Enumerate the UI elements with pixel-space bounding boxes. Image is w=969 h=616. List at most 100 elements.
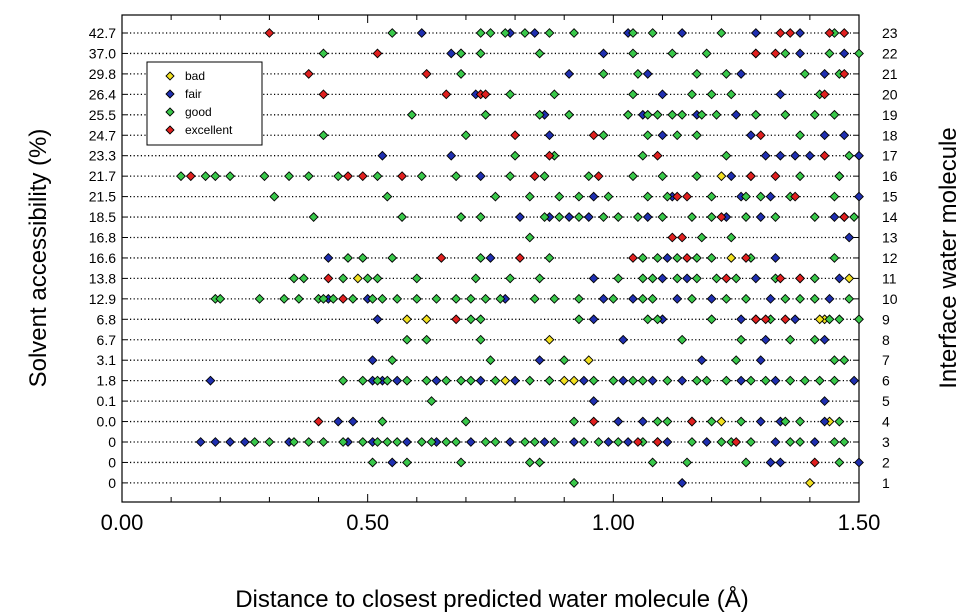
data-point-good bbox=[574, 191, 584, 202]
data-point-good bbox=[485, 28, 496, 38]
data-point-good bbox=[451, 293, 462, 304]
data-point-fair bbox=[755, 212, 766, 222]
data-point-fair bbox=[323, 253, 334, 263]
data-point-good bbox=[608, 375, 619, 386]
data-point-good bbox=[628, 48, 638, 59]
data-point-good bbox=[736, 416, 747, 427]
data-point-good bbox=[338, 273, 349, 284]
data-point-good bbox=[441, 437, 452, 447]
plot-frame bbox=[121, 14, 860, 503]
data-point-excellent bbox=[318, 89, 329, 100]
data-point-good bbox=[465, 314, 476, 325]
left-y-tick-label: 16.8 bbox=[89, 230, 116, 246]
data-point-good bbox=[662, 375, 673, 386]
data-point-good bbox=[834, 416, 845, 427]
data-point-good bbox=[387, 253, 398, 263]
data-point-fair bbox=[839, 48, 850, 59]
data-point-good bbox=[672, 130, 683, 141]
right-y-tick-label: 19 bbox=[882, 107, 898, 123]
right-y-tick-label: 16 bbox=[882, 168, 898, 184]
data-point-good bbox=[613, 273, 624, 284]
right-y-tick-label: 22 bbox=[882, 45, 898, 61]
data-point-excellent bbox=[529, 171, 540, 182]
data-point-bad bbox=[804, 477, 815, 488]
x-tick-label: 0.00 bbox=[101, 510, 144, 535]
data-point-good bbox=[628, 89, 638, 100]
data-point-good bbox=[741, 293, 751, 304]
data-point-good bbox=[480, 293, 491, 304]
data-point-good bbox=[372, 273, 383, 284]
data-point-fair bbox=[809, 437, 820, 447]
data-point-good bbox=[421, 375, 432, 386]
data-point-fair bbox=[736, 68, 747, 79]
data-point-good bbox=[426, 437, 437, 447]
data-point-good bbox=[215, 293, 226, 304]
data-point-fair bbox=[755, 355, 766, 366]
data-point-good bbox=[809, 334, 820, 345]
data-point-good bbox=[303, 437, 314, 447]
right-y-tick-label: 4 bbox=[882, 414, 890, 430]
data-point-fair bbox=[755, 416, 766, 427]
data-point-good bbox=[534, 273, 545, 284]
left-y-tick-label: 25.5 bbox=[89, 107, 116, 123]
data-point-good bbox=[652, 314, 663, 325]
data-point-good bbox=[824, 48, 835, 59]
data-point-excellent bbox=[264, 28, 275, 38]
data-point-good bbox=[701, 375, 712, 386]
data-point-good bbox=[318, 437, 329, 447]
left-y-tick-label: 0 bbox=[108, 454, 116, 470]
data-point-excellent bbox=[809, 457, 820, 468]
data-point-fair bbox=[839, 130, 850, 141]
data-point-excellent bbox=[760, 314, 771, 325]
data-point-fair bbox=[657, 273, 668, 284]
data-point-good bbox=[691, 68, 702, 79]
data-point-good bbox=[524, 457, 535, 468]
data-point-good bbox=[745, 375, 756, 386]
data-point-fair bbox=[515, 212, 525, 222]
data-point-good bbox=[456, 212, 466, 222]
data-point-good bbox=[524, 232, 535, 243]
right-y-axis-label: Interface water molecule bbox=[935, 127, 962, 388]
data-point-excellent bbox=[741, 253, 751, 263]
data-point-good bbox=[711, 273, 722, 284]
legend-marker-fair bbox=[165, 89, 175, 99]
data-point-excellent bbox=[588, 130, 599, 141]
data-point-good bbox=[475, 48, 486, 59]
data-point-good bbox=[721, 68, 732, 79]
legend-label-good: good bbox=[185, 105, 212, 119]
data-point-fair bbox=[657, 89, 668, 100]
right-y-tick-label: 8 bbox=[882, 332, 890, 348]
data-point-good bbox=[706, 314, 717, 325]
left-y-tick-label: 16.6 bbox=[89, 250, 116, 266]
data-point-fair bbox=[475, 171, 486, 182]
data-point-good bbox=[318, 293, 329, 304]
data-point-good bbox=[662, 191, 673, 202]
x-tick-label: 1.00 bbox=[592, 510, 635, 535]
data-point-excellent bbox=[775, 28, 786, 38]
data-point-good bbox=[367, 293, 378, 304]
data-point-fair bbox=[603, 437, 614, 447]
data-point-fair bbox=[416, 28, 427, 38]
data-point-good bbox=[544, 253, 555, 263]
data-point-good bbox=[475, 28, 486, 38]
data-point-good bbox=[387, 28, 398, 38]
right-y-tick-label: 12 bbox=[882, 250, 898, 266]
data-point-good bbox=[657, 171, 668, 182]
data-point-good bbox=[357, 375, 368, 386]
data-point-good bbox=[687, 293, 697, 304]
data-point-good bbox=[318, 48, 329, 59]
data-point-good bbox=[490, 437, 501, 447]
data-point-good bbox=[647, 457, 658, 468]
data-point-fair bbox=[795, 48, 805, 59]
data-point-good bbox=[475, 212, 486, 222]
data-point-good bbox=[392, 293, 403, 304]
data-point-good bbox=[608, 293, 619, 304]
data-point-good bbox=[456, 375, 466, 386]
data-point-good bbox=[559, 355, 570, 366]
data-point-excellent bbox=[677, 232, 688, 243]
data-point-good bbox=[544, 28, 555, 38]
data-point-fair bbox=[745, 130, 756, 141]
data-point-excellent bbox=[357, 171, 368, 182]
data-point-excellent bbox=[313, 416, 324, 427]
data-point-good bbox=[814, 375, 825, 386]
